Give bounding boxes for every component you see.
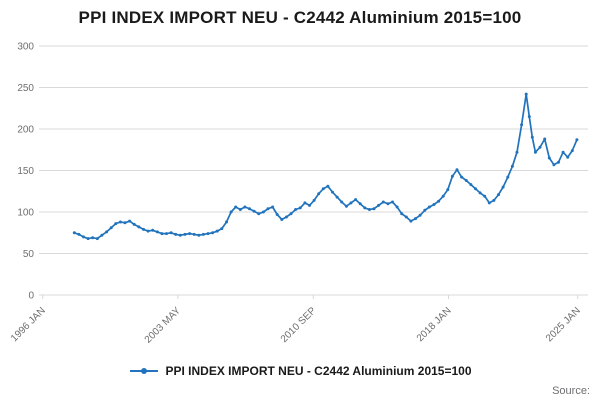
svg-text:150: 150	[17, 166, 34, 177]
svg-text:2018 JAN: 2018 JAN	[415, 305, 454, 344]
svg-text:1996 JAN: 1996 JAN	[9, 305, 48, 344]
svg-text:200: 200	[17, 125, 34, 136]
svg-text:50: 50	[23, 249, 35, 260]
svg-text:2025 JAN: 2025 JAN	[544, 305, 583, 344]
svg-text:100: 100	[17, 208, 34, 219]
svg-text:0: 0	[28, 291, 34, 302]
line-chart: 0 50 100 150 200 250 300 1996 JAN 2003 MAY 2010 S…	[9, 42, 588, 346]
svg-text:2003 MAY: 2003 MAY	[143, 305, 184, 346]
svg-text:2010 SEP: 2010 SEP	[279, 305, 319, 345]
chart-area: 0 50 100 150 200 250 300 1996 JAN 2003 MAY 2010 S…	[0, 32, 600, 350]
svg-text:250: 250	[17, 83, 34, 94]
legend[interactable]: PPI INDEX IMPORT NEU - C2442 Aluminium 2…	[0, 364, 600, 378]
legend-label: PPI INDEX IMPORT NEU - C2442 Aluminium 2…	[165, 364, 472, 378]
svg-text:300: 300	[17, 42, 34, 53]
source-label: Source:	[552, 385, 590, 397]
chart-title: PPI INDEX IMPORT NEU - C2442 Aluminium 2…	[78, 8, 522, 27]
legend-line-icon	[129, 368, 158, 374]
